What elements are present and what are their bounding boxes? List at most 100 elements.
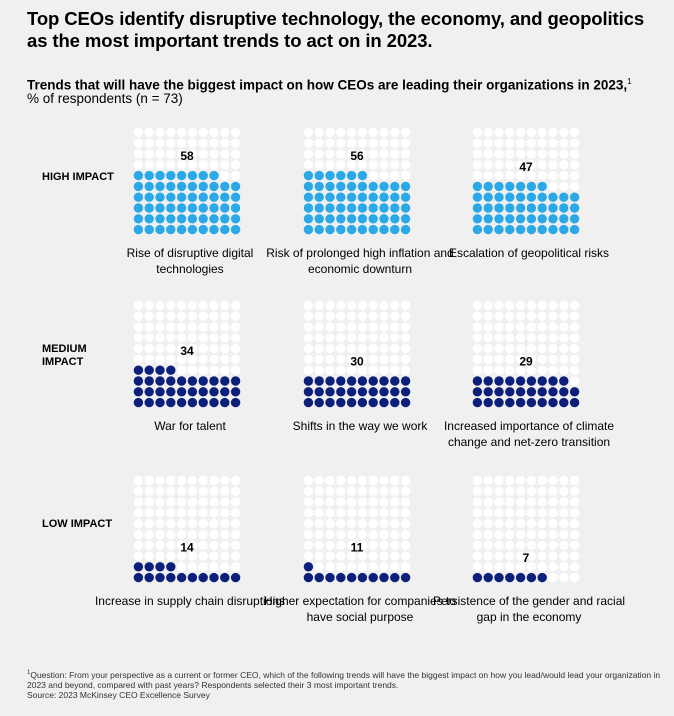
waffle-dot-filled: [537, 214, 547, 224]
waffle-dot-empty: [526, 562, 537, 572]
waffle-dot-empty: [390, 322, 400, 332]
waffle-dot-empty: [220, 127, 230, 138]
footnote-question: 1Question: From your perspective as a cu…: [27, 668, 667, 690]
waffle-dot-empty: [379, 551, 389, 561]
waffle-dot-empty: [230, 138, 241, 148]
waffle-dot-filled: [379, 224, 389, 235]
waffle-dot-filled: [166, 214, 176, 224]
waffle-dot-filled: [537, 572, 547, 583]
waffle-dot-empty: [187, 343, 198, 354]
unit-label: % of respondents (n = 73): [27, 91, 183, 106]
waffle-dot-empty: [548, 486, 558, 496]
waffle-dot-filled: [559, 224, 569, 235]
waffle-dot-empty: [303, 127, 314, 138]
waffle-dot-empty: [483, 518, 493, 529]
waffle-dot-empty: [209, 529, 219, 540]
waffle-dot-empty: [357, 475, 368, 486]
waffle-dot-empty: [325, 540, 335, 550]
waffle-dot-filled: [220, 214, 230, 224]
waffle-dot-filled: [314, 170, 324, 181]
waffle-dot-empty: [537, 127, 547, 138]
waffle-dot-empty: [346, 160, 357, 170]
waffle-dot-empty: [187, 322, 198, 332]
waffle-dot-empty: [483, 170, 493, 181]
waffle-dot-empty: [472, 343, 483, 354]
waffle-dot-filled: [303, 181, 314, 192]
waffle-dot-filled: [505, 397, 515, 408]
waffle-dot-empty: [198, 322, 208, 332]
waffle-dot-empty: [220, 138, 230, 148]
waffle-dot-filled: [390, 203, 400, 213]
waffle-dot-filled: [400, 214, 411, 224]
waffle-dot-empty: [325, 333, 335, 343]
waffle-dot-empty: [314, 540, 324, 550]
waffle-dot-filled: [472, 387, 483, 397]
waffle-dot-empty: [303, 497, 314, 507]
waffle-dot-empty: [187, 475, 198, 486]
waffle-dot-filled: [166, 181, 176, 192]
waffle-dot-empty: [187, 300, 198, 311]
waffle-dot-empty: [176, 551, 187, 561]
waffle-dot-empty: [144, 311, 154, 321]
waffle-dot-filled: [346, 203, 357, 213]
waffle-dot-empty: [559, 562, 569, 572]
waffle-dot-filled: [198, 203, 208, 213]
waffle-dot-empty: [209, 343, 219, 354]
waffle-dot-empty: [505, 354, 515, 365]
waffle-dot-empty: [400, 540, 411, 550]
waffle-dot-empty: [569, 562, 580, 572]
waffle-dot-filled: [483, 376, 493, 386]
waffle-dot-empty: [548, 170, 558, 181]
waffle-dot-empty: [187, 508, 198, 518]
waffle-dot-empty: [346, 518, 357, 529]
waffle-dot-filled: [357, 214, 368, 224]
waffle-grid: 7: [472, 475, 580, 583]
waffle-panel-label: Persistence of the gender and racial gap…: [432, 594, 626, 624]
waffle-dot-filled: [483, 224, 493, 235]
waffle-dot-empty: [515, 311, 526, 321]
waffle-dot-empty: [303, 333, 314, 343]
waffle-dot-empty: [209, 149, 219, 159]
waffle-dot-empty: [559, 540, 569, 550]
waffle-dot-empty: [220, 311, 230, 321]
waffle-dot-filled: [379, 572, 389, 583]
waffle-dot-empty: [346, 300, 357, 311]
waffle-dot-empty: [303, 529, 314, 540]
waffle-dot-filled: [230, 397, 241, 408]
waffle-dot-filled: [133, 181, 144, 192]
waffle-dot-empty: [526, 170, 537, 181]
waffle-panel: 29 Increased importance of climate change…: [444, 300, 614, 449]
waffle-dot-empty: [187, 333, 198, 343]
waffle-dot-empty: [176, 562, 187, 572]
waffle-dot-empty: [155, 160, 165, 170]
waffle-dot-empty: [133, 529, 144, 540]
waffle-dot-filled: [144, 397, 154, 408]
waffle-dot-filled: [346, 572, 357, 583]
waffle-dot-empty: [176, 540, 187, 550]
waffle-dot-empty: [526, 300, 537, 311]
waffle-dot-filled: [515, 387, 526, 397]
waffle-dot-empty: [314, 333, 324, 343]
waffle-dot-empty: [390, 343, 400, 354]
waffle-dot-empty: [526, 518, 537, 529]
waffle-dot-empty: [357, 160, 368, 170]
waffle-dot-empty: [325, 160, 335, 170]
waffle-panel: 58 Rise of disruptive digital technologie…: [127, 127, 253, 276]
waffle-dot-empty: [537, 529, 547, 540]
waffle-dot-empty: [537, 551, 547, 561]
waffle-dot-filled: [346, 170, 357, 181]
waffle-dot-filled: [515, 181, 526, 192]
waffle-dot-empty: [198, 518, 208, 529]
waffle-dot-empty: [548, 343, 558, 354]
waffle-dot-filled: [346, 214, 357, 224]
waffle-dot-empty: [483, 300, 493, 311]
waffle-dot-empty: [569, 300, 580, 311]
waffle-dot-empty: [144, 333, 154, 343]
waffle-dot-filled: [144, 192, 154, 202]
waffle-dot-empty: [537, 170, 547, 181]
waffle-dot-empty: [559, 149, 569, 159]
waffle-dot-empty: [379, 486, 389, 496]
waffle-dot-empty: [390, 311, 400, 321]
waffle-dot-filled: [569, 203, 580, 213]
waffle-dot-filled: [505, 192, 515, 202]
